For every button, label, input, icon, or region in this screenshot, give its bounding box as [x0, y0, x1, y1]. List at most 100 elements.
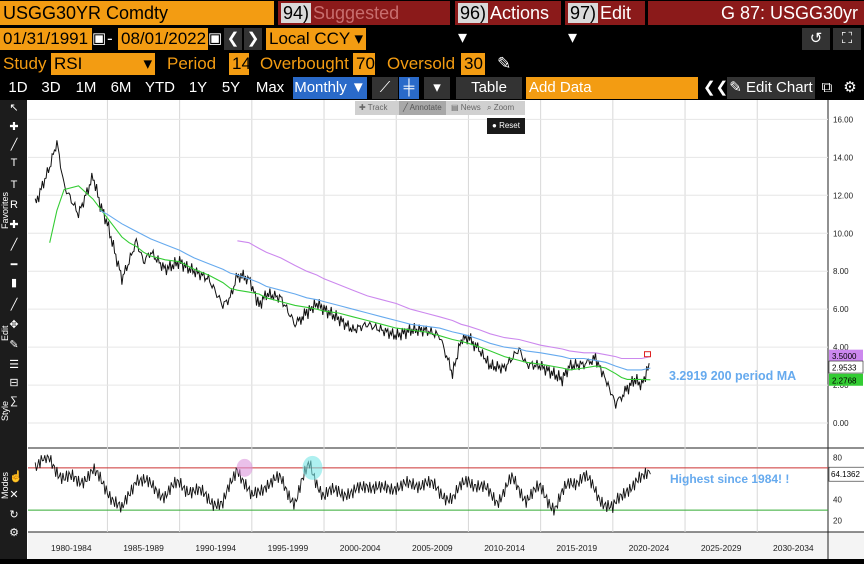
move-icon[interactable]: ✥: [9, 319, 19, 331]
range-1m[interactable]: 1M: [75, 79, 97, 96]
chart-type-dropdown[interactable]: ▾: [424, 77, 450, 99]
last-value-box: [829, 349, 863, 362]
x-tick-label: 2000-2004: [340, 543, 381, 553]
chart-icon[interactable]: ⊟: [9, 377, 19, 389]
page-title: G 87: USGG30yr: [648, 1, 864, 25]
oversold-field[interactable]: 30: [461, 53, 485, 75]
rsi-tick-label: 80: [833, 453, 842, 462]
price-line: [34, 140, 650, 409]
ruler-icon[interactable]: ╱: [10, 139, 18, 151]
track-button[interactable]: ✚ Track: [359, 103, 388, 112]
cursor-icon[interactable]: ↖: [9, 102, 19, 114]
pointer-icon[interactable]: ☝: [9, 471, 23, 483]
track-label: Track: [367, 103, 388, 112]
overbought-field[interactable]: 70: [353, 53, 375, 75]
edit-label: Edit ▾: [568, 3, 632, 47]
suggested-num: 94): [281, 3, 312, 23]
x-tick-label: 1985-1989: [123, 543, 164, 553]
actions-button[interactable]: 96) Actions ▾: [455, 1, 561, 47]
edit-button[interactable]: 97) Edit ▾: [565, 1, 645, 47]
rsi-annotation: Highest since 1984! !: [670, 472, 789, 486]
x-tick-label: 2025-2029: [701, 543, 742, 553]
add-data-input[interactable]: Add Data: [526, 77, 698, 99]
text-icon[interactable]: T: [10, 179, 18, 191]
ticker-text: USGG30YR Comdty: [3, 3, 169, 23]
suggested-charts-button[interactable]: 94)Suggested Charts: [278, 1, 450, 47]
edit-chart-button[interactable]: ✎ Edit Chart: [727, 77, 815, 99]
next-period-button[interactable]: ❯: [244, 28, 262, 50]
currency-select[interactable]: Local CCY ▾: [266, 28, 366, 50]
x-tick-label: 1995-1999: [268, 543, 309, 553]
range-3d[interactable]: 3D: [41, 79, 61, 96]
cross-icon[interactable]: ✕: [9, 489, 19, 501]
calendar-icon[interactable]: ▣: [92, 28, 106, 50]
range-max[interactable]: Max: [255, 79, 285, 96]
rsi-tick-label: 40: [833, 496, 842, 505]
brush-icon[interactable]: ✎: [9, 339, 19, 351]
study-select[interactable]: RSI ▾: [51, 53, 155, 75]
candle-chart-icon[interactable]: ╪: [399, 77, 419, 99]
settings-icon[interactable]: ⚙: [843, 79, 857, 96]
news-button[interactable]: ▤ News: [451, 103, 481, 112]
x-tick-label: 1980-1984: [51, 543, 92, 553]
page-label: G 87: USGG30yr: [720, 3, 858, 23]
favorites-label: Favorites: [0, 191, 10, 229]
table-button[interactable]: Table: [456, 77, 522, 99]
overbought-label: Overbought: [260, 54, 349, 73]
start-date-field[interactable]: 01/31/1991: [0, 28, 92, 50]
settings-icon[interactable]: ⚙: [9, 527, 19, 539]
date-bar: 01/31/1991 ▣ - 08/01/2022 ▣ ❮ ❯ Local CC…: [0, 27, 864, 52]
chart-area[interactable]: 1980-1984 1985-1989 1990-1994 1995-1999 2000…: [0, 100, 864, 559]
export-icon[interactable]: ⧉: [821, 79, 833, 96]
text-icon[interactable]: T: [10, 157, 18, 169]
chart-svg[interactable]: 1980-1984 1985-1989 1990-1994 1995-1999 2000…: [0, 100, 864, 559]
sigma-icon[interactable]: ∑: [10, 395, 18, 407]
range-5y[interactable]: 5Y: [221, 79, 241, 96]
end-date-text: 08/01/2022: [121, 29, 207, 48]
frequency-select[interactable]: Monthly ▼: [293, 77, 367, 99]
end-date-field[interactable]: 08/01/2022: [118, 28, 208, 50]
ticker-field[interactable]: USGG30YR Comdty: [0, 1, 274, 25]
actions-num: 96): [458, 3, 489, 23]
undo-icon[interactable]: ↺: [802, 28, 830, 50]
annotate-button[interactable]: ╱ Annotate: [399, 101, 446, 115]
ma-blue-line: [99, 210, 651, 371]
period-field[interactable]: 14: [229, 53, 251, 75]
ma-green-line: [49, 185, 651, 381]
range-1d[interactable]: 1D: [8, 79, 28, 96]
range-ytd[interactable]: YTD: [145, 79, 175, 96]
rsi-last-label: 64.1362: [831, 470, 860, 479]
last-value-label: 2.2768: [832, 376, 857, 385]
floating-toolbar: ✚ Track ╱ Annotate ▤ News ⌕ Zoom: [355, 101, 525, 115]
crop-icon[interactable]: ⛶: [833, 28, 861, 50]
pencil-icon[interactable]: ✎: [497, 54, 512, 73]
zoom-button[interactable]: ⌕ Zoom: [487, 103, 515, 112]
prev-period-button[interactable]: ❮: [224, 28, 242, 50]
study-bar: Study RSI ▾ Period 14 Overbought 70 Overs…: [0, 52, 864, 76]
list-icon[interactable]: ☰: [9, 359, 19, 371]
left-toolbar: ↖ ✚ ╱ T T R ✚ ╱ ━ ▮ ╱ ✥ ✎ ☰ ⊟ ∑ ☝ ✕ ↻ ⚙ …: [0, 100, 27, 559]
rsi-highlight-pink: [236, 458, 253, 477]
bar-icon[interactable]: ▮: [10, 277, 18, 289]
refresh-icon[interactable]: ↻: [9, 509, 19, 521]
reset-button[interactable]: ● Reset: [487, 118, 525, 134]
line-chart-icon[interactable]: ⟋: [372, 77, 398, 99]
range-bar: 1D 3D 1M 6M YTD 1Y 5Y Max Monthly ▼ ⟋ ╪ …: [0, 76, 864, 100]
r-icon[interactable]: R: [10, 199, 18, 211]
line-icon[interactable]: ╱: [10, 299, 18, 311]
calendar-icon[interactable]: ▣: [208, 28, 222, 50]
crosshair-icon[interactable]: ✚: [9, 121, 19, 133]
horizontal-line-icon[interactable]: ━: [10, 259, 18, 271]
range-6m[interactable]: 6M: [110, 79, 132, 96]
study-label: Study: [3, 54, 47, 73]
y-tick-label: 0.00: [833, 419, 849, 428]
study-value: RSI: [54, 54, 83, 73]
line-icon[interactable]: ╱: [10, 239, 18, 251]
period-label: Period: [167, 54, 217, 73]
y-tick-label: 8.00: [833, 267, 849, 276]
crosshair-icon[interactable]: ✚: [9, 219, 19, 231]
edit-chart-label: Edit Chart: [746, 79, 813, 96]
range-1y[interactable]: 1Y: [188, 79, 208, 96]
last-value-label: 2.9533: [832, 364, 857, 373]
collapse-icon[interactable]: ❮❮: [703, 79, 729, 96]
